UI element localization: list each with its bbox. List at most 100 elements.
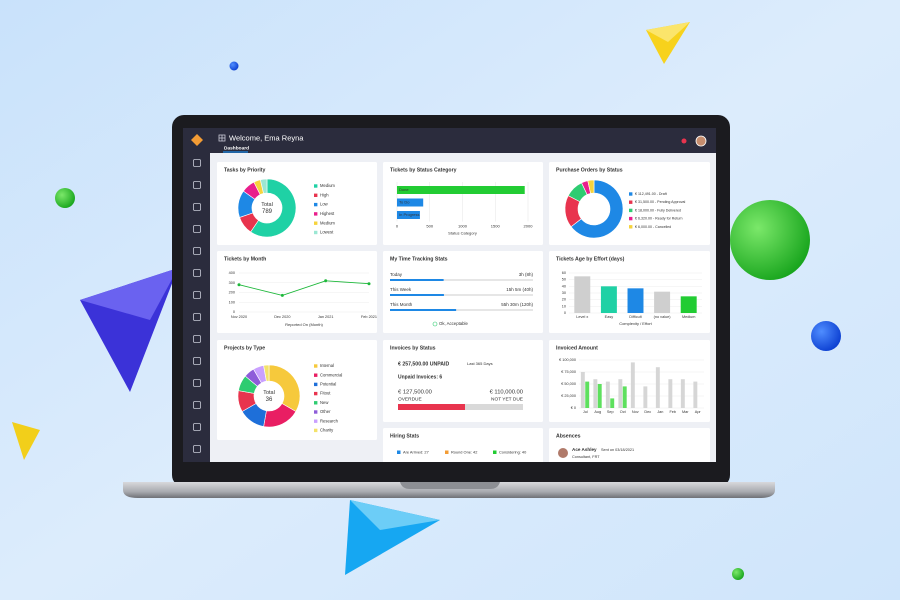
x-tick-label: Dec (644, 410, 651, 414)
sidebar-icon[interactable] (193, 181, 201, 189)
legend-swatch (314, 212, 318, 216)
legend-swatch (314, 221, 318, 225)
sidebar-icon[interactable] (193, 357, 201, 365)
legend-swatch (314, 382, 318, 387)
bar[interactable] (585, 381, 590, 408)
bar[interactable] (600, 286, 617, 313)
bar[interactable] (655, 367, 660, 408)
top-bar (183, 128, 716, 153)
donut-segment[interactable] (570, 179, 624, 239)
sidebar-icon[interactable] (193, 445, 201, 453)
legend-label: € 6,320.00 - Ready for Return (635, 217, 683, 221)
app-logo (191, 134, 203, 146)
card-title: My Time Tracking Stats (390, 256, 448, 262)
hiring-item: Are Arrived: 27 (403, 449, 429, 454)
overdue-label: OVERDUE (398, 396, 422, 402)
legend-label: € 6,000.00 - Cancelled (635, 225, 671, 229)
legend-swatch (314, 202, 318, 207)
sidebar-icon[interactable] (193, 423, 201, 431)
row-label: Today (390, 272, 403, 277)
progress-bar (390, 294, 444, 296)
sidebar-icon[interactable] (193, 203, 201, 211)
legend-label: Other (320, 409, 331, 414)
donut-segment[interactable] (250, 178, 297, 238)
laptop-base (123, 482, 775, 498)
bar[interactable] (593, 379, 598, 408)
bar[interactable] (618, 379, 623, 408)
legend-label: € 112,491.00 - Draft (635, 192, 667, 196)
donut-segment[interactable] (259, 178, 268, 194)
point[interactable] (280, 293, 284, 297)
legend-swatch (629, 225, 633, 229)
row-label: This Week (390, 287, 412, 292)
y-tick-label: 200 (229, 291, 235, 295)
progress-track (390, 279, 533, 281)
progress-track (390, 309, 533, 311)
overdue-amount: € 127,500.00 (398, 390, 432, 396)
hiring-item: Considering: 40 (499, 449, 527, 454)
y-tick-label: 300 (229, 281, 235, 285)
bar[interactable] (668, 379, 673, 408)
tab[interactable]: Dashboard (224, 145, 249, 151)
bar[interactable] (643, 386, 648, 408)
legend-swatch (445, 450, 449, 454)
point[interactable] (324, 279, 328, 283)
sidebar-icon[interactable] (193, 247, 201, 255)
card (549, 428, 710, 462)
legend-swatch (397, 450, 401, 454)
donut-segment[interactable] (587, 179, 595, 194)
x-tick-label: 2000 (524, 224, 534, 229)
grid-icon (218, 134, 226, 142)
notification-icon[interactable] (681, 138, 687, 144)
bar[interactable] (397, 186, 525, 194)
blue-sphere (811, 321, 841, 351)
y-tick-label: 60 (562, 271, 566, 275)
sidebar-icon[interactable] (193, 225, 201, 233)
bar[interactable] (680, 379, 685, 408)
sidebar-icon[interactable] (193, 401, 201, 409)
sidebar-icon[interactable] (193, 291, 201, 299)
sidebar-icon[interactable] (193, 269, 201, 277)
sidebar-icon[interactable] (193, 159, 201, 167)
line (238, 280, 370, 296)
x-tick-label: Apr (695, 410, 702, 414)
bar[interactable] (597, 384, 602, 408)
sidebar (183, 128, 210, 462)
bar[interactable] (693, 381, 698, 408)
y-tick-label: € 100,000 (559, 358, 576, 362)
sidebar-icon[interactable] (193, 313, 201, 321)
sidebar-icon[interactable] (193, 379, 201, 387)
x-tick-label: Easy (605, 315, 614, 319)
legend-label: Charity (320, 428, 334, 433)
bar[interactable] (622, 386, 627, 408)
bar[interactable] (610, 398, 615, 408)
legend-label: Potential (320, 382, 336, 387)
x-tick-label: 1500 (491, 224, 501, 229)
bar[interactable] (680, 296, 697, 313)
bar[interactable] (574, 276, 591, 313)
bar[interactable] (627, 288, 644, 313)
legend-label: Fitout (320, 391, 331, 396)
legend-swatch (314, 193, 318, 197)
pyramid-face (80, 268, 178, 320)
donut-segment[interactable] (263, 364, 270, 382)
bar[interactable] (630, 362, 635, 408)
category-label: In Progress (399, 212, 419, 217)
avatar[interactable] (695, 135, 707, 147)
bar[interactable] (397, 198, 424, 207)
point[interactable] (367, 282, 371, 286)
small-sphere (732, 568, 744, 580)
bar[interactable] (654, 291, 671, 313)
legend-swatch (629, 192, 633, 196)
y-tick-label: € 50,000 (561, 382, 576, 386)
dot (229, 61, 239, 71)
card-title: Projects by Type (224, 345, 265, 351)
sidebar-icon[interactable] (193, 335, 201, 343)
legend-label: € 31,500.00 - Pending Approval (635, 200, 686, 204)
bar[interactable] (397, 211, 420, 219)
point[interactable] (237, 283, 241, 287)
legend-swatch (314, 184, 318, 188)
bar[interactable] (580, 372, 585, 408)
bar[interactable] (605, 381, 610, 408)
y-tick-label: 0 (564, 311, 566, 315)
